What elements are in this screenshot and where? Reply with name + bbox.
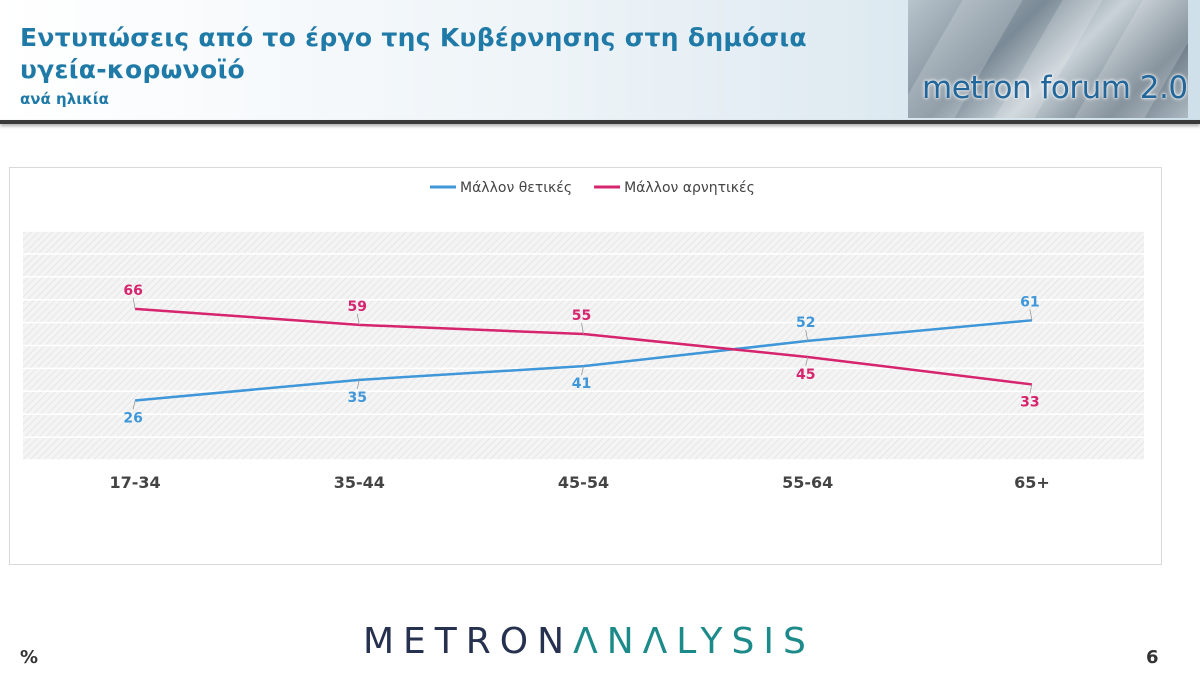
data-label: 61 — [1020, 294, 1039, 310]
legend-label: Μάλλον θετικές — [460, 180, 572, 196]
page-number: 6 — [1146, 647, 1159, 668]
page-title: Εντυπώσεις από το έργο της Κυβέρνησης στ… — [20, 23, 807, 84]
data-label-leader — [1029, 309, 1033, 321]
data-label-leader — [132, 297, 136, 309]
header-divider — [0, 120, 1200, 124]
data-label-leader — [805, 356, 809, 367]
legend-item: Μάλλον θετικές — [430, 180, 572, 196]
data-label: 45 — [796, 367, 815, 383]
x-tick-label: 17-34 — [110, 473, 161, 492]
data-label-leader — [356, 379, 360, 389]
data-label-leader — [1029, 384, 1033, 394]
data-label: 55 — [572, 308, 591, 324]
legend-item: Μάλλον αρνητικές — [594, 180, 755, 196]
logo-text: metron forum 2.0 — [922, 70, 1188, 106]
data-label-leader — [356, 313, 360, 325]
x-tick-label: 35-44 — [334, 473, 385, 492]
data-label-leader — [581, 366, 584, 376]
series-line — [134, 319, 1033, 402]
data-label: 59 — [348, 299, 367, 315]
unit-note: % — [20, 647, 39, 668]
data-label: 33 — [1020, 394, 1039, 410]
line-chart: Μάλλον θετικές Μάλλον αρνητικές 26 35 41 52 6… — [23, 180, 1144, 492]
data-label: 26 — [123, 410, 142, 426]
data-label-leader — [132, 400, 136, 410]
legend-label: Μάλλον αρνητικές — [624, 180, 755, 196]
x-tick-label: 45-54 — [558, 473, 609, 492]
brand-part-metron: METRON — [363, 621, 574, 662]
data-label: 41 — [572, 376, 591, 392]
metron-forum-logo: metron forum 2.0 — [908, 0, 1188, 118]
chart-panel: Μάλλον θετικές Μάλλον αρνητικές 26 35 41 52 6… — [9, 167, 1162, 565]
data-label-leader — [805, 329, 809, 341]
x-tick-label: 65+ — [1014, 473, 1050, 492]
brand-part-analysis: ΛNΛLYSIS — [573, 621, 815, 662]
data-label-leader — [581, 322, 584, 335]
metron-analysis-logo: METRONΛNΛLYSIS — [363, 621, 815, 662]
data-label: 35 — [348, 390, 367, 406]
data-label: 66 — [123, 283, 142, 299]
x-tick-label: 55-64 — [782, 473, 833, 492]
data-label: 52 — [796, 315, 815, 331]
page-subtitle: ανά ηλικία — [20, 90, 109, 108]
